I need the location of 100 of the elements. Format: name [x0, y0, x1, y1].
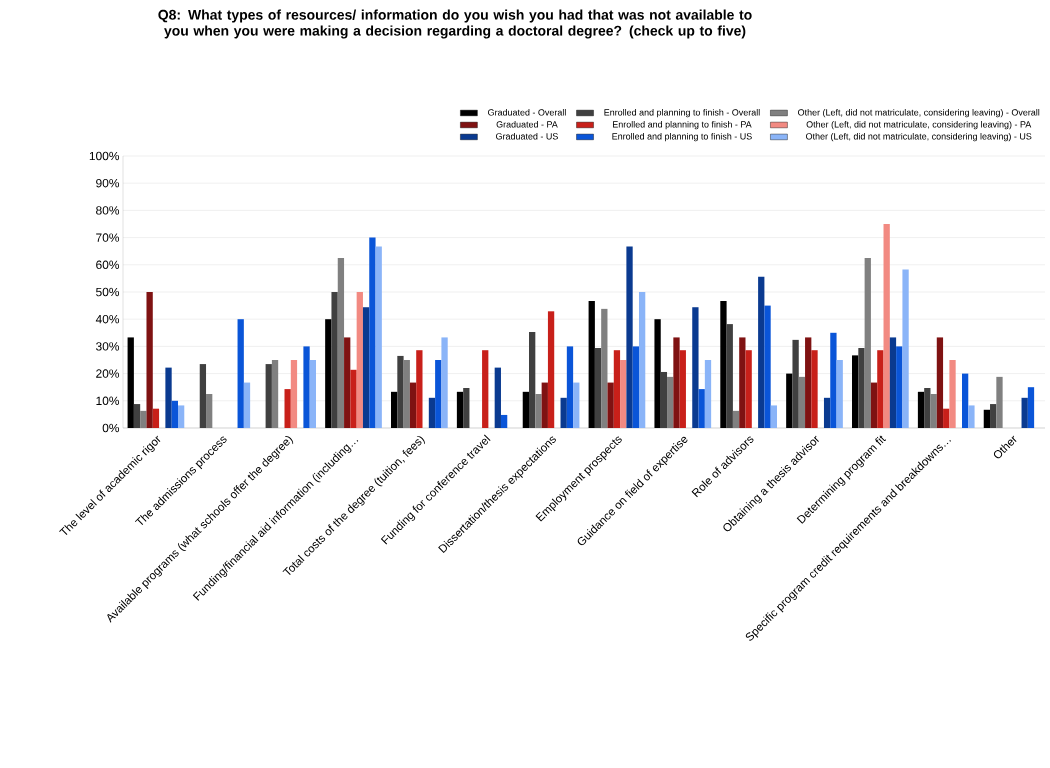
bar: [560, 397, 567, 428]
bar: [573, 382, 580, 428]
bar: [435, 360, 442, 428]
bar: [930, 394, 937, 428]
bar: [290, 360, 298, 428]
legend-label: Enrolled and planning to finish - Overall: [604, 108, 760, 118]
bar: [331, 292, 338, 428]
chart-title: Q8: What types of resources/ information do you wish you had that was not available to you when you were making a decision regarding a doctoral degree? (check up to five): [158, 9, 752, 39]
y-tick-label: 80%: [96, 206, 120, 215]
bar: [594, 348, 602, 428]
bar: [391, 391, 398, 428]
bar: [1021, 397, 1028, 428]
bar: [500, 414, 508, 428]
bar: [896, 346, 903, 428]
bar: [877, 350, 884, 428]
bar: [441, 337, 448, 428]
bar: [758, 276, 765, 428]
bar: [917, 391, 925, 428]
bar: [416, 350, 423, 428]
bar: [350, 369, 357, 428]
bar: [830, 332, 837, 428]
bar: [996, 376, 1003, 428]
bar: [140, 410, 147, 428]
bar: [1027, 387, 1035, 428]
bar: [673, 337, 680, 428]
bar: [206, 394, 213, 428]
bar: [968, 405, 975, 428]
bar: [127, 337, 134, 428]
bar: [949, 360, 956, 428]
bar: [698, 389, 705, 428]
bar: [522, 391, 530, 428]
bar: [883, 224, 890, 428]
legend-label: Enrolled and planning to finish - US: [612, 132, 752, 142]
bar: [375, 246, 382, 428]
legend-label: Graduated - Overall: [488, 108, 566, 116]
bar: [337, 258, 345, 428]
bar: [805, 337, 812, 428]
bar: [243, 382, 251, 428]
bar: [739, 337, 746, 428]
y-tick-label: 10%: [96, 396, 120, 406]
bar: [535, 394, 542, 428]
bar: [237, 319, 244, 428]
bar: [798, 376, 806, 428]
bar: [823, 397, 831, 428]
bar: [152, 408, 160, 428]
bar: [620, 360, 627, 428]
bar: [836, 360, 843, 428]
bar: [146, 292, 153, 428]
bar: [171, 400, 178, 428]
bar: [494, 367, 501, 428]
bar: [344, 337, 351, 428]
legend-label: Enrolled and planning to finish - PA: [613, 120, 752, 130]
bar: [613, 350, 621, 428]
bar: [265, 364, 272, 428]
bar: [133, 404, 141, 428]
bar: [983, 409, 991, 428]
bar: [541, 382, 548, 428]
bar: [284, 389, 291, 428]
y-tick-label: 50%: [96, 287, 120, 297]
bar: [858, 348, 865, 428]
bar: [638, 292, 646, 428]
bar: [732, 410, 740, 428]
bar: [811, 350, 818, 428]
y-tick-label: 100%: [89, 151, 120, 161]
bar: [547, 311, 555, 428]
bar: [667, 376, 674, 428]
bar: [397, 355, 404, 428]
bar: [720, 300, 727, 428]
y-tick-label: 90%: [96, 178, 120, 188]
y-tick-label: 0%: [102, 423, 120, 433]
bar: [852, 355, 859, 428]
bar: [409, 382, 417, 428]
bar: [726, 324, 733, 428]
y-tick-label: 60%: [96, 260, 120, 270]
bar: [902, 269, 909, 428]
bar: [990, 404, 997, 428]
bar: [428, 397, 436, 428]
bar: [626, 246, 633, 428]
bar: [864, 258, 871, 428]
bar: [679, 350, 686, 428]
bar: [943, 408, 950, 428]
bar: [566, 346, 574, 428]
y-tick-label: 20%: [96, 369, 120, 378]
legend-label: Other (Left, did not matriculate, considering leaving) - PA: [806, 120, 1032, 130]
bar: [764, 305, 771, 428]
bar: [362, 307, 370, 428]
bar: [607, 382, 614, 428]
bar: [482, 350, 489, 428]
y-tick-label: 40%: [95, 314, 120, 324]
legend-label: Other (Left, did not matriculate, considering leaving) - Overall: [798, 108, 1040, 118]
bar: [654, 319, 661, 428]
legend-label: Graduated - PA: [496, 120, 558, 128]
bar: [870, 382, 878, 428]
bar: [961, 373, 969, 428]
bar: [369, 237, 376, 428]
bar: [271, 360, 279, 428]
bar: [792, 339, 799, 428]
bar: [745, 350, 752, 428]
bar: [601, 308, 608, 428]
bar: [199, 364, 207, 428]
